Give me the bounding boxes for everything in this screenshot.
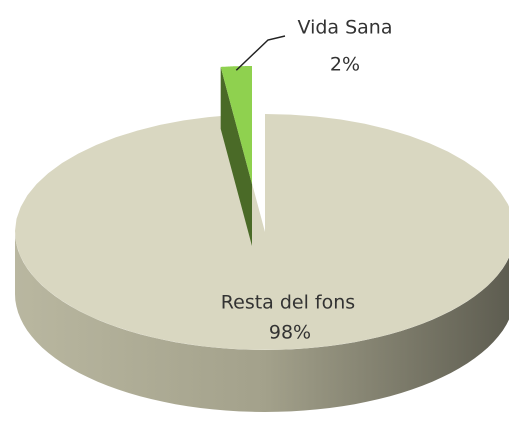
slice-side [15, 232, 509, 412]
leader-line [235, 35, 286, 71]
slice-side [220, 66, 252, 247]
slice [220, 66, 252, 184]
slice [15, 114, 509, 350]
slice-value: 98% [269, 322, 311, 344]
slice-label: Vida Sana [298, 17, 393, 39]
slice-value: 2% [330, 54, 360, 76]
slice-label: Resta del fons [221, 292, 355, 314]
